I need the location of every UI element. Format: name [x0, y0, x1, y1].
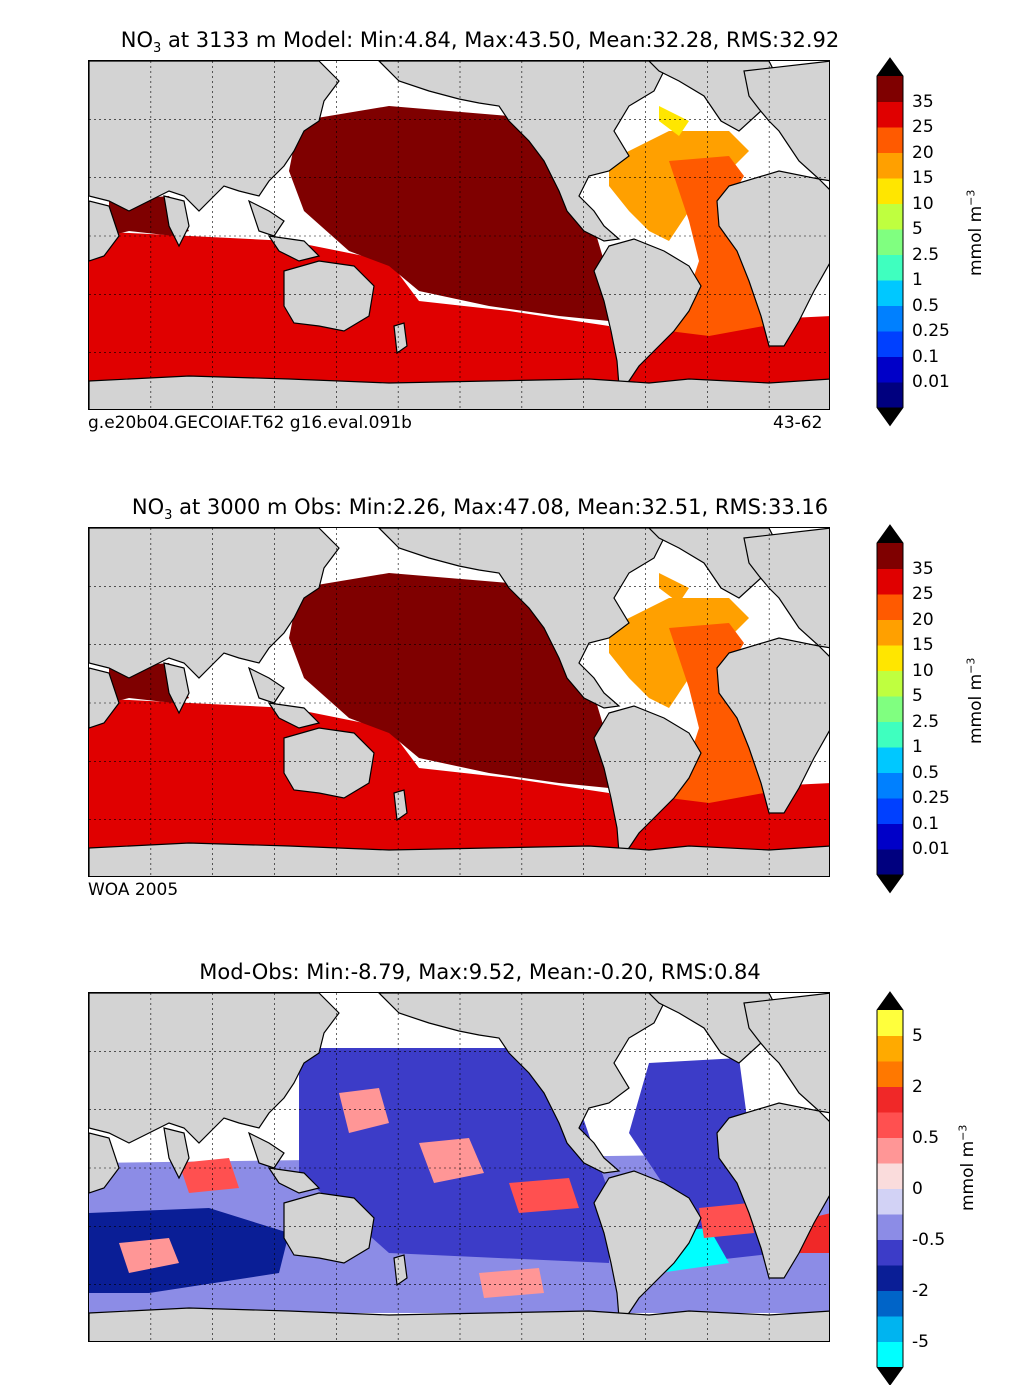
colorbar-segment	[877, 1188, 903, 1215]
colorbar-segment	[877, 254, 903, 281]
panel-title-diff: Mod-Obs: Min:-8.79, Max:9.52, Mean:-0.20…	[199, 960, 761, 984]
colorbar-segment	[877, 152, 903, 179]
colorbar-tick-label: 0.01	[912, 839, 950, 859]
colorbar-segment	[877, 1341, 903, 1368]
colorbar-segment	[877, 849, 903, 875]
colorbar-tick-label: 25	[912, 584, 934, 604]
colorbar-segment	[877, 747, 903, 773]
colorbar-tick-label: 0.01	[912, 372, 950, 392]
colorbar-segment	[877, 645, 903, 671]
colorbar-unit-obs: mmol m−3	[964, 657, 987, 745]
colorbar-segment	[877, 619, 903, 646]
map-diff	[88, 992, 830, 1342]
colorbar-segment	[877, 76, 903, 102]
colorbar-tick-label: 1	[912, 270, 923, 290]
colorbar-segment	[877, 721, 903, 748]
colorbar-segment	[877, 1010, 903, 1036]
colorbar-tick-label: 0.5	[912, 295, 940, 316]
world-map	[89, 528, 829, 876]
colorbar-tick-label: -0.5	[912, 1229, 946, 1250]
colorbar-tick-label: -5	[912, 1331, 929, 1352]
colorbar-under-arrow	[877, 1367, 903, 1385]
colorbar-tick-label: 2	[912, 1076, 923, 1097]
colorbar-tick-label: 5	[912, 686, 923, 706]
colorbar-model	[876, 57, 904, 427]
colorbar-tick-label: 0.25	[912, 321, 950, 341]
colorbar-unit-diff: mmol m−3	[956, 1124, 979, 1212]
colorbar-tick-label: 0.1	[912, 813, 940, 834]
colorbar-under-arrow	[877, 407, 903, 426]
colorbar-segment	[877, 1061, 903, 1087]
colorbar-segment	[877, 1086, 903, 1113]
colorbar-over-arrow	[877, 525, 903, 543]
caption-model-run: g.e20b04.GECOIAF.T62 g16.eval.091b	[88, 413, 412, 433]
colorbar-tick-label: 20	[912, 142, 934, 163]
colorbar-segment	[877, 1239, 903, 1266]
colorbar-segment	[877, 1214, 903, 1240]
colorbar-tick-label: 5	[912, 219, 923, 239]
map-obs	[88, 527, 830, 877]
colorbar-obs	[876, 524, 904, 894]
colorbar-over-arrow	[877, 58, 903, 76]
colorbar-segment	[877, 203, 903, 230]
colorbar-tick-label: 0.5	[912, 1127, 940, 1148]
caption-model-years: 43-62	[773, 413, 823, 433]
world-map	[89, 61, 829, 409]
colorbar-tick-label: 35	[912, 558, 934, 579]
colorbar-tick-label: 0.25	[912, 788, 950, 808]
colorbar-tick-label: -2	[912, 1280, 929, 1301]
colorbar-tick-label: 0	[912, 1178, 923, 1199]
colorbar-segment	[877, 670, 903, 697]
colorbar-segment	[877, 127, 903, 153]
colorbar-tick-label: 10	[912, 193, 934, 214]
colorbar-tick-label: 2.5	[912, 244, 940, 265]
colorbar-tick-label: 0.1	[912, 346, 940, 367]
colorbar-segment	[877, 1112, 903, 1138]
colorbar-tick-label: 15	[912, 635, 934, 655]
colorbar-segment	[877, 229, 903, 255]
colorbar-tick-label: 1	[912, 737, 923, 757]
colorbar-segment	[877, 798, 903, 824]
colorbar-segment	[877, 178, 903, 204]
colorbar-segment	[877, 356, 903, 383]
colorbar-segment	[877, 1137, 903, 1164]
colorbar-segment	[877, 305, 903, 332]
colorbar-tick-label: 20	[912, 609, 934, 630]
colorbar-segment	[877, 543, 903, 569]
panel-title-model: NO3 at 3133 m Model: Min:4.84, Max:43.50…	[120, 28, 840, 57]
colorbar-unit-model: mmol m−3	[964, 189, 987, 277]
caption-obs-source: WOA 2005	[88, 880, 179, 900]
colorbar-tick-label: 0.5	[912, 762, 940, 783]
colorbar-segment	[877, 331, 903, 357]
colorbar-under-arrow	[877, 874, 903, 893]
colorbar-segment	[877, 594, 903, 620]
colorbar-segment	[877, 1035, 903, 1062]
colorbar-tick-label: 5	[912, 1025, 923, 1046]
colorbar-segment	[877, 772, 903, 799]
colorbar-segment	[877, 382, 903, 408]
colorbar-segment	[877, 696, 903, 722]
colorbar-segment	[877, 823, 903, 850]
colorbar-tick-label: 2.5	[912, 711, 940, 732]
colorbar-segment	[877, 1265, 903, 1291]
world-map	[89, 993, 829, 1341]
colorbar-segment	[877, 1290, 903, 1317]
colorbar-segment	[877, 280, 903, 306]
panel-title-obs: NO3 at 3000 m Obs: Min:2.26, Max:47.08, …	[131, 495, 829, 524]
colorbar-segment	[877, 1316, 903, 1342]
colorbar-segment	[877, 101, 903, 128]
colorbar-over-arrow	[877, 992, 903, 1010]
colorbar-tick-label: 15	[912, 168, 934, 188]
colorbar-diff	[876, 991, 904, 1385]
colorbar-tick-label: 10	[912, 660, 934, 681]
map-model	[88, 60, 830, 410]
colorbar-segment	[877, 568, 903, 595]
colorbar-tick-label: 35	[912, 91, 934, 112]
colorbar-tick-label: 25	[912, 117, 934, 137]
colorbar-segment	[877, 1163, 903, 1189]
